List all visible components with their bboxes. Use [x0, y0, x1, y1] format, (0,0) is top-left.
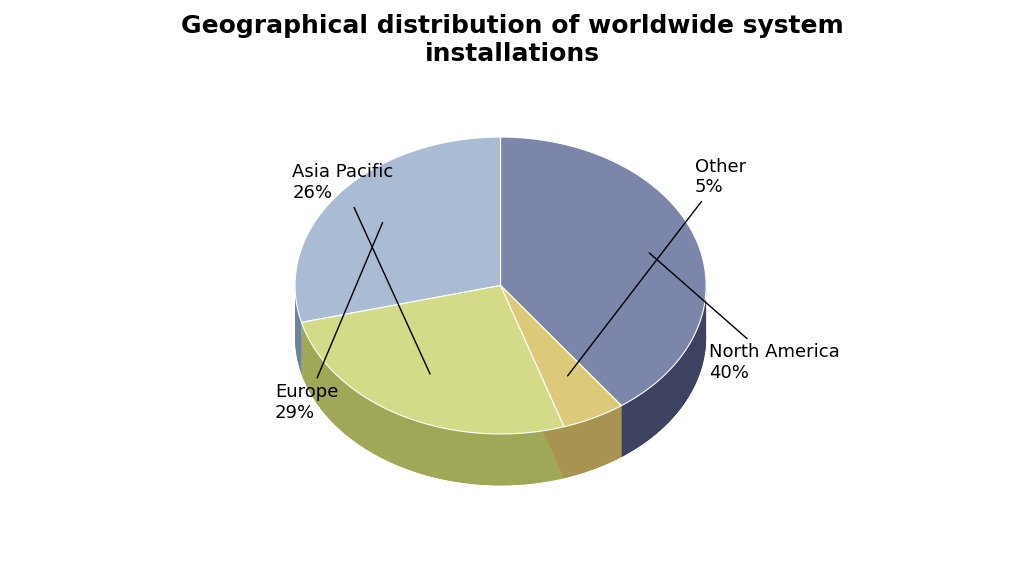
- Polygon shape: [301, 286, 501, 374]
- Polygon shape: [622, 286, 707, 457]
- Polygon shape: [301, 286, 501, 374]
- Polygon shape: [301, 323, 564, 485]
- Text: Other
5%: Other 5%: [567, 158, 745, 376]
- Text: Europe
29%: Europe 29%: [275, 223, 383, 422]
- Polygon shape: [501, 337, 707, 457]
- Polygon shape: [501, 286, 622, 457]
- Polygon shape: [295, 137, 501, 323]
- Text: North America
40%: North America 40%: [649, 253, 840, 382]
- Text: Asia Pacific
26%: Asia Pacific 26%: [292, 163, 430, 374]
- Polygon shape: [564, 405, 622, 478]
- Polygon shape: [501, 286, 564, 478]
- Polygon shape: [501, 286, 622, 427]
- Polygon shape: [501, 286, 622, 457]
- Polygon shape: [301, 286, 564, 434]
- Polygon shape: [501, 137, 707, 405]
- Polygon shape: [295, 337, 501, 374]
- Polygon shape: [301, 337, 564, 485]
- Polygon shape: [295, 286, 301, 374]
- Polygon shape: [501, 286, 564, 478]
- Polygon shape: [501, 337, 622, 478]
- Text: Geographical distribution of worldwide system
installations: Geographical distribution of worldwide s…: [180, 14, 844, 66]
